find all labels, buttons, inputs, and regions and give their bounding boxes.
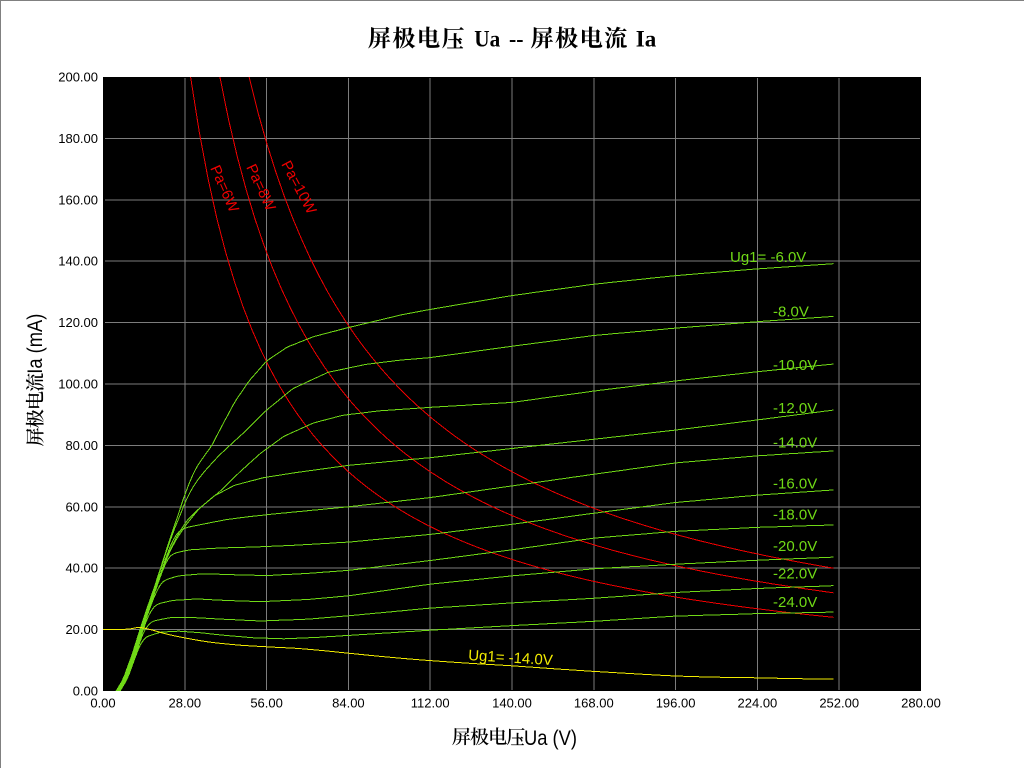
svg-text:-14.0V: -14.0V — [773, 435, 817, 452]
svg-text:-8.0V: -8.0V — [773, 304, 809, 321]
svg-text:20.00: 20.00 — [65, 622, 98, 637]
svg-text:Ia: Ia — [636, 26, 657, 51]
svg-text:Ug1= -14.0V: Ug1= -14.0V — [468, 647, 554, 669]
svg-text:84.00: 84.00 — [332, 696, 365, 711]
svg-text:0.00: 0.00 — [90, 696, 115, 711]
svg-text:280.00: 280.00 — [901, 696, 941, 711]
svg-text:-24.0V: -24.0V — [773, 594, 817, 611]
svg-text:--: -- — [509, 26, 524, 51]
svg-text:Ua (V): Ua (V) — [524, 727, 577, 750]
svg-text:-10.0V: -10.0V — [773, 357, 817, 374]
svg-text:140.00: 140.00 — [492, 696, 532, 711]
svg-text:40.00: 40.00 — [65, 561, 98, 576]
svg-text:180.00: 180.00 — [58, 131, 98, 146]
svg-text:168.00: 168.00 — [574, 696, 614, 711]
svg-text:-22.0V: -22.0V — [773, 566, 817, 583]
svg-text:60.00: 60.00 — [65, 499, 98, 514]
svg-text:120.00: 120.00 — [58, 315, 98, 330]
svg-text:56.00: 56.00 — [250, 696, 283, 711]
svg-text:-12.0V: -12.0V — [773, 400, 817, 417]
svg-text:224.00: 224.00 — [738, 696, 778, 711]
svg-text:Ua: Ua — [474, 26, 500, 51]
svg-text:Ia (mA): Ia (mA) — [24, 314, 47, 374]
svg-text:80.00: 80.00 — [65, 438, 98, 453]
svg-text:0.00: 0.00 — [73, 684, 98, 699]
svg-text:-18.0V: -18.0V — [773, 507, 817, 524]
svg-text:-20.0V: -20.0V — [773, 538, 817, 555]
svg-text:140.00: 140.00 — [58, 254, 98, 269]
svg-text:100.00: 100.00 — [58, 377, 98, 392]
svg-text:160.00: 160.00 — [58, 192, 98, 207]
svg-text:112.00: 112.00 — [411, 696, 450, 711]
svg-text:252.00: 252.00 — [819, 696, 859, 711]
svg-text:28.00: 28.00 — [169, 696, 202, 711]
svg-text:-16.0V: -16.0V — [773, 476, 817, 493]
svg-text:196.00: 196.00 — [656, 696, 696, 711]
svg-text:Ug1= -6.0V: Ug1= -6.0V — [730, 249, 806, 266]
svg-text:200.00: 200.00 — [58, 70, 98, 85]
